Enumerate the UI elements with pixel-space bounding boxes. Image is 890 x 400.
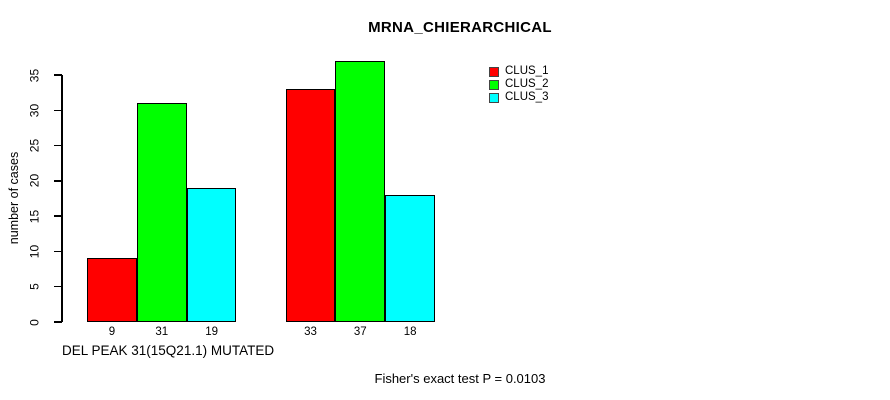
y-tick-mark [53,215,62,217]
bar-value-label: 9 [108,326,116,338]
legend-label: CLUS_1 [505,65,549,77]
y-tick-mark [53,285,62,288]
y-tick-mark [53,250,62,253]
bar-value-label: 31 [155,326,169,338]
bar-clus_2-group1 [136,103,187,322]
y-tick-label: 25 [27,138,42,153]
y-tick-mark [53,144,62,147]
y-tick-label: 10 [27,244,42,259]
bar-value-label: 18 [403,326,417,338]
bar-clus_3-group2 [385,194,435,322]
legend-label: CLUS_2 [505,78,549,90]
y-tick-mark [53,321,62,323]
y-tick-mark [53,74,62,76]
legend-swatch-icon [489,92,499,103]
legend: CLUS_1 CLUS_2 CLUS_3 [489,65,548,104]
bar-clus_1-group2 [285,89,336,322]
y-axis-title: number of cases [7,151,21,245]
y-tick-label: 20 [27,174,42,188]
bar-value-label: 33 [304,326,317,338]
bar-clus_1-group1 [87,258,137,322]
legend-swatch-icon [489,66,499,77]
bar-value-label: 19 [205,326,218,338]
y-tick-label: 35 [27,68,42,82]
chart-title: MRNA_CHIERARCHICAL [368,19,552,36]
y-tick-label: 0 [27,318,42,326]
y-tick-label: 5 [27,283,42,291]
legend-item-clus_1: CLUS_1 [489,65,548,78]
y-axis-line [61,75,63,322]
legend-item-clus_3: CLUS_3 [489,91,548,104]
y-tick-mark [53,109,62,112]
bar-clus_3-group1 [186,187,237,322]
y-tick-label: 15 [27,209,42,223]
legend-item-clus_2: CLUS_2 [489,78,548,91]
x-axis-label: DEL PEAK 31(15Q21.1) MUTATED [62,343,275,358]
legend-swatch-icon [489,79,499,90]
annotation-fisher-test: Fisher's exact test P = 0.0103 [374,371,546,386]
y-tick-label: 30 [27,103,42,117]
legend-label: CLUS_3 [505,91,549,103]
y-tick-mark [53,180,62,182]
bar-value-label: 37 [353,326,367,338]
bar-clus_2-group2 [335,60,386,322]
